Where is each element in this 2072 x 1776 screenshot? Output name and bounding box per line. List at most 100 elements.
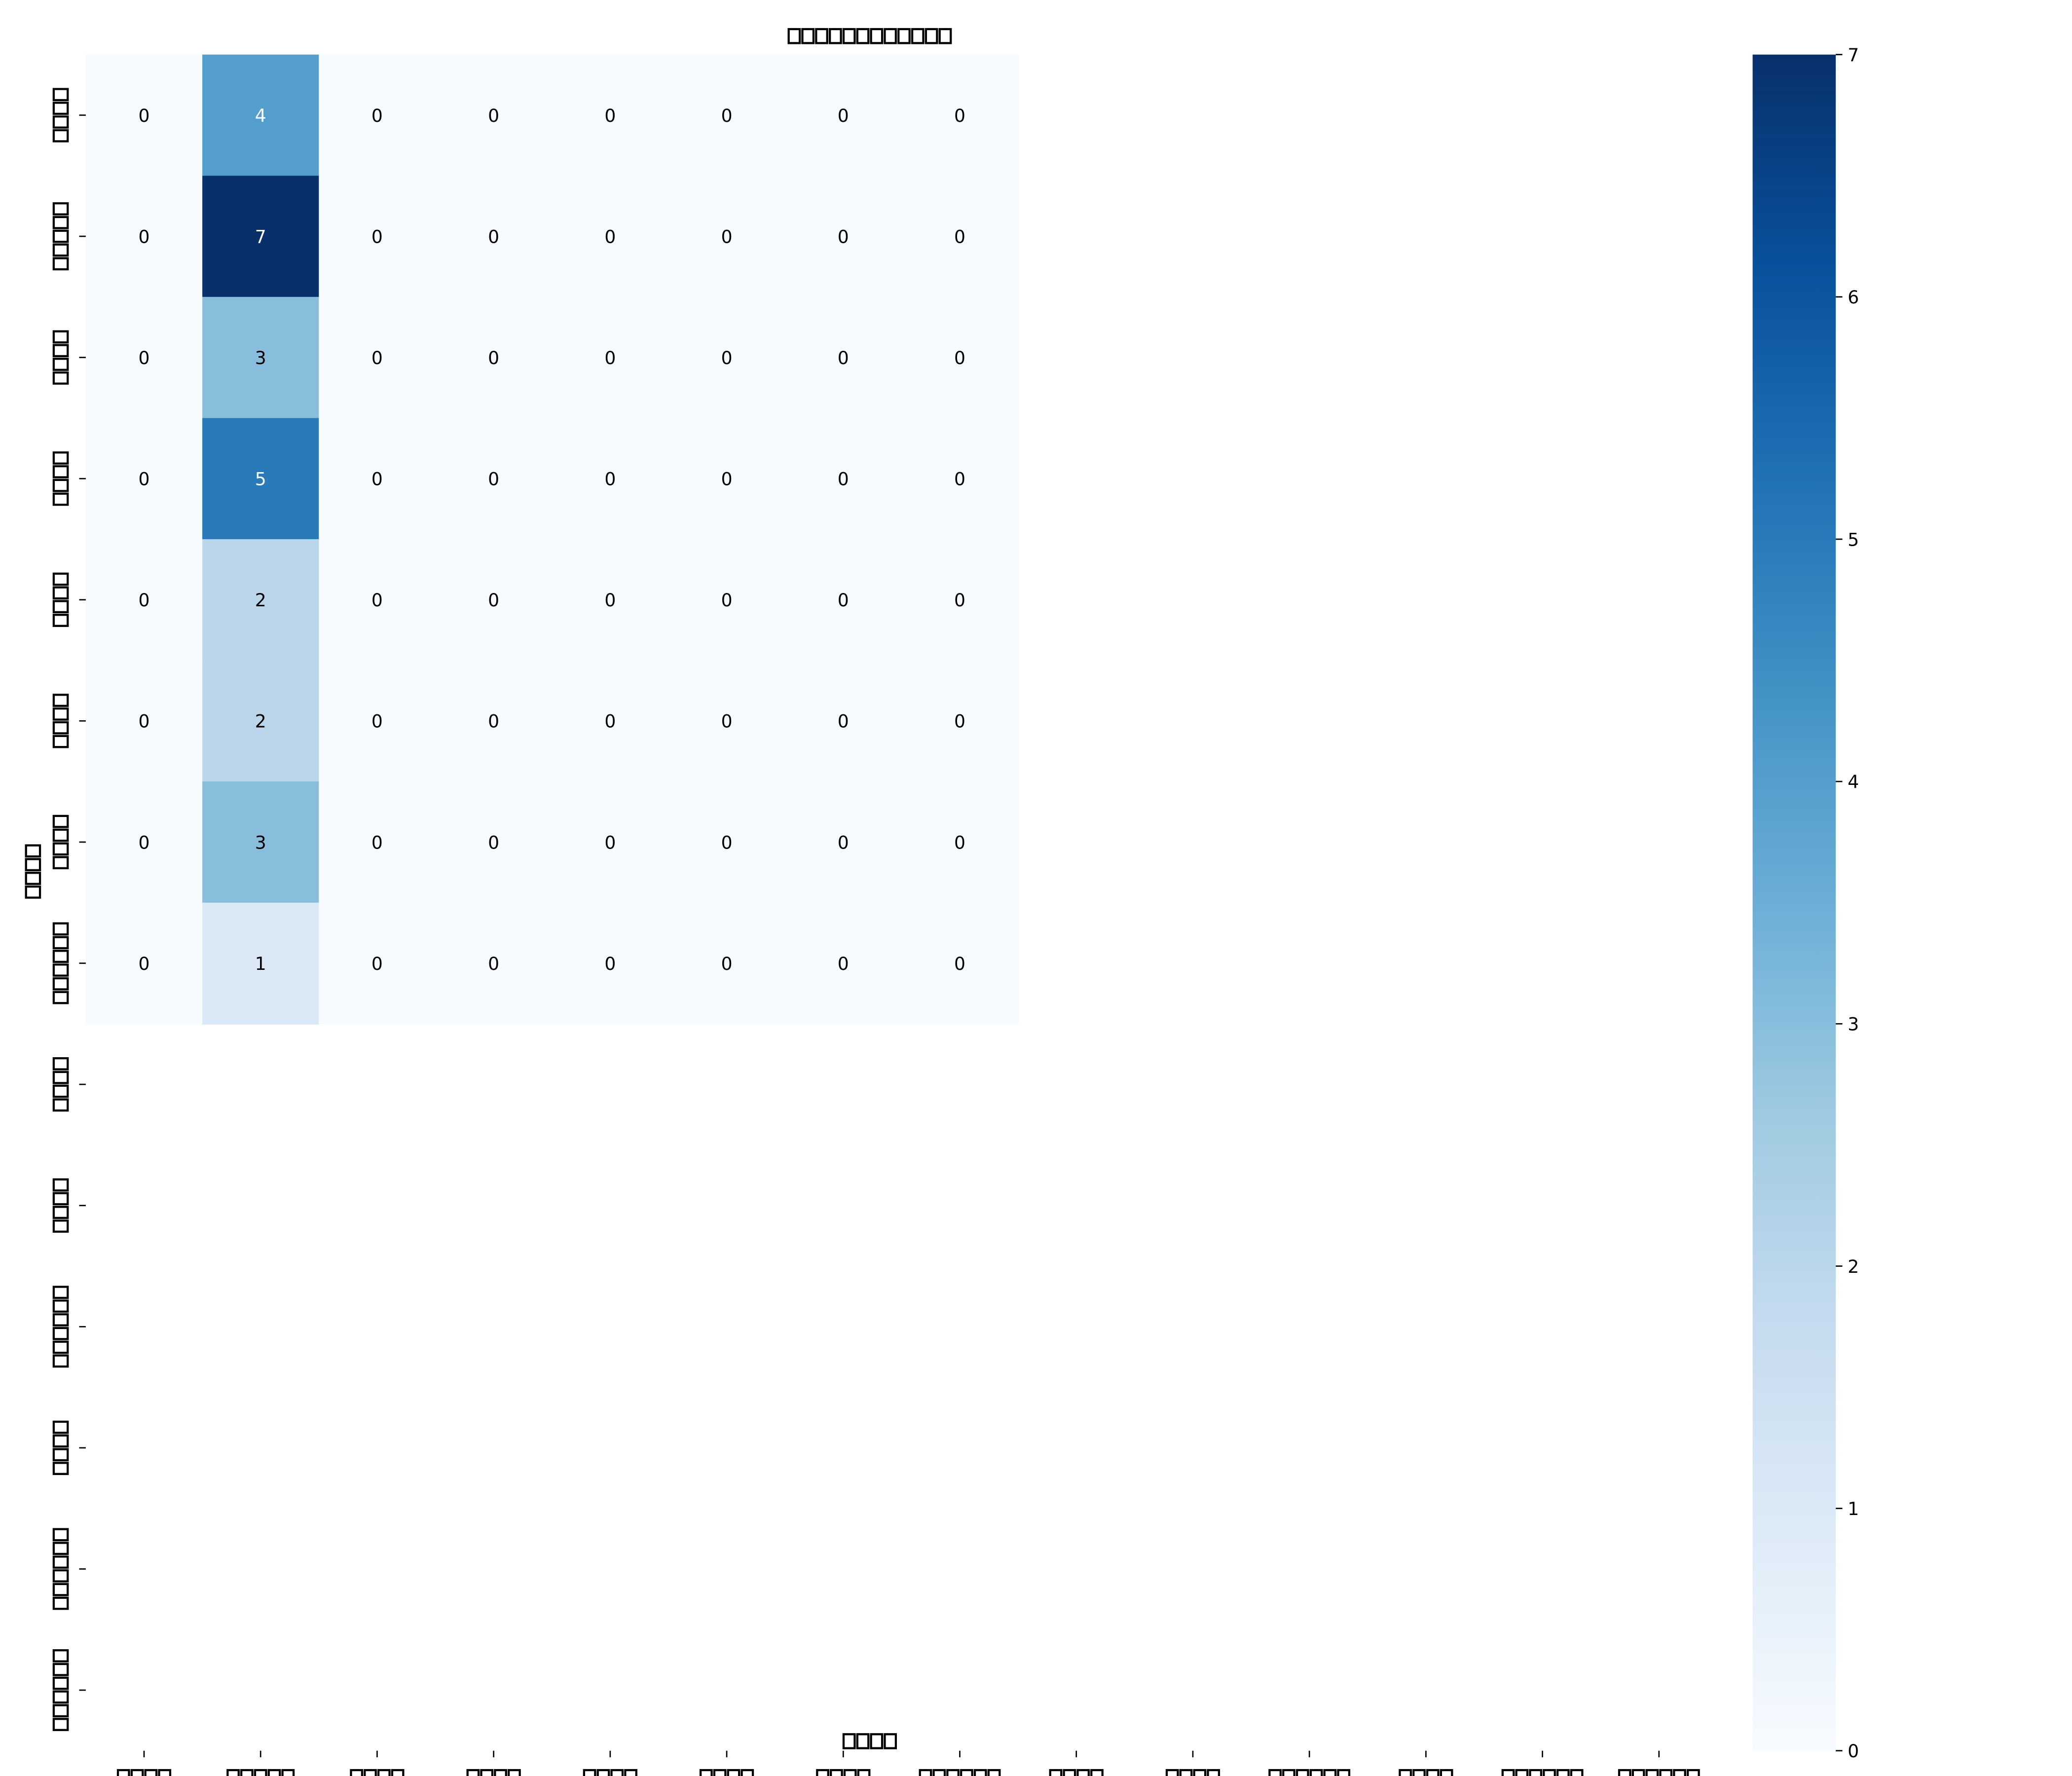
heatmap-cell	[785, 902, 903, 1025]
missing-glyph-box	[52, 1462, 69, 1475]
missing-glyph-box	[52, 1219, 69, 1233]
heatmap-cell	[85, 296, 203, 419]
heatmap-cell	[202, 418, 320, 540]
heatmap-cell	[552, 902, 669, 1025]
x-tick-label: □□□□	[583, 1769, 637, 1776]
missing-glyph-box	[1165, 1769, 1179, 1776]
cell-value-label: 0	[954, 226, 965, 247]
missing-glyph-box	[52, 721, 69, 735]
missing-glyph-box	[25, 885, 41, 899]
heatmap-cell	[552, 539, 669, 662]
cell-value-label: 0	[838, 226, 849, 247]
missing-glyph-box	[52, 1704, 69, 1718]
heatmap-cell	[668, 176, 786, 298]
heatmap-cell	[319, 781, 437, 904]
missing-glyph-box	[828, 28, 842, 44]
missing-glyph-box	[52, 129, 69, 143]
heatmap-cell	[85, 781, 203, 904]
cell-value-label: 0	[721, 953, 733, 974]
x-tick-label: □□□□	[1049, 1769, 1104, 1776]
x-tick-label: □□□□□□	[1618, 1769, 1700, 1776]
missing-glyph-box	[897, 28, 911, 44]
missing-glyph-box	[507, 1769, 521, 1776]
missing-glyph-box	[158, 1769, 172, 1776]
cell-value-label: 0	[838, 711, 849, 732]
cell-value-label: 0	[954, 711, 965, 732]
missing-glyph-box	[52, 1528, 69, 1542]
cell-value-label: 0	[371, 832, 383, 853]
y-tick-label: □□□□	[52, 694, 69, 748]
missing-glyph-box	[1063, 1769, 1076, 1776]
heatmap-cell	[552, 660, 669, 782]
missing-glyph-box	[377, 1769, 391, 1776]
missing-glyph-box	[226, 1769, 240, 1776]
missing-glyph-box	[52, 1313, 69, 1327]
missing-glyph-box	[884, 28, 897, 44]
heatmap-cell	[319, 54, 437, 177]
heatmap-cell	[668, 54, 786, 177]
x-tick-label: □□□□	[699, 1769, 754, 1776]
heatmap-cell	[785, 54, 903, 177]
cell-value-label: 0	[721, 711, 733, 732]
heatmap-cell	[785, 539, 903, 662]
heatmap-cell	[202, 902, 320, 1025]
missing-glyph-box	[267, 1769, 281, 1776]
missing-glyph-box	[52, 1354, 69, 1368]
missing-glyph-box	[1515, 1769, 1529, 1776]
missing-glyph-box	[52, 1596, 69, 1610]
heatmap-cell	[901, 781, 1019, 904]
missing-glyph-box	[52, 1206, 69, 1219]
missing-glyph-box	[815, 28, 828, 44]
colorbar-tick-label: 0	[1848, 1740, 1859, 1762]
missing-glyph-box	[1570, 1769, 1584, 1776]
missing-glyph-box	[52, 229, 69, 243]
cell-value-label: 0	[139, 226, 150, 247]
missing-glyph-box	[52, 1555, 69, 1569]
missing-glyph-box	[281, 1769, 295, 1776]
missing-glyph-box	[52, 977, 69, 991]
heatmap-cell	[552, 418, 669, 540]
missing-glyph-box	[938, 28, 952, 44]
missing-glyph-box	[52, 243, 69, 257]
heatmap-cell	[901, 660, 1019, 782]
missing-glyph-box	[466, 1769, 480, 1776]
missing-glyph-box	[1631, 1769, 1645, 1776]
missing-glyph-box	[52, 814, 69, 828]
missing-glyph-box	[52, 963, 69, 977]
heatmap-cell	[85, 902, 203, 1025]
missing-glyph-box	[52, 1434, 69, 1448]
missing-glyph-box	[1337, 1769, 1351, 1776]
missing-glyph-box	[1323, 1769, 1337, 1776]
heatmap-cell	[435, 418, 553, 540]
heatmap-cell	[668, 902, 786, 1025]
missing-glyph-box	[350, 1769, 364, 1776]
heatmap-cell	[435, 902, 553, 1025]
heatmap-cell	[319, 902, 437, 1025]
y-tick-label: □□□□	[52, 330, 69, 385]
missing-glyph-box	[925, 28, 938, 44]
missing-glyph-box	[52, 572, 69, 586]
missing-glyph-box	[884, 1733, 897, 1749]
heatmap-cell	[901, 418, 1019, 540]
cell-value-label: 0	[954, 105, 965, 126]
cell-value-label: 0	[488, 105, 499, 126]
missing-glyph-box	[699, 1769, 713, 1776]
missing-glyph-box	[52, 1057, 69, 1071]
cell-value-label: 0	[954, 347, 965, 369]
missing-glyph-box	[1645, 1769, 1659, 1776]
heatmap-cell	[552, 296, 669, 419]
heatmap-cell	[785, 176, 903, 298]
colorbar-tick-label: 4	[1848, 771, 1859, 792]
missing-glyph-box	[52, 936, 69, 950]
missing-glyph-box	[911, 28, 925, 44]
missing-glyph-box	[494, 1769, 507, 1776]
heatmap-cell	[901, 539, 1019, 662]
missing-glyph-box	[1179, 1769, 1193, 1776]
missing-glyph-box	[1282, 1769, 1295, 1776]
missing-glyph-box	[973, 1769, 987, 1776]
heatmap-cell	[668, 539, 786, 662]
cell-value-label: 1	[255, 953, 266, 974]
heatmap-cell	[85, 539, 203, 662]
y-tick-label: □□□□	[52, 1420, 69, 1475]
missing-glyph-box	[240, 1769, 254, 1776]
